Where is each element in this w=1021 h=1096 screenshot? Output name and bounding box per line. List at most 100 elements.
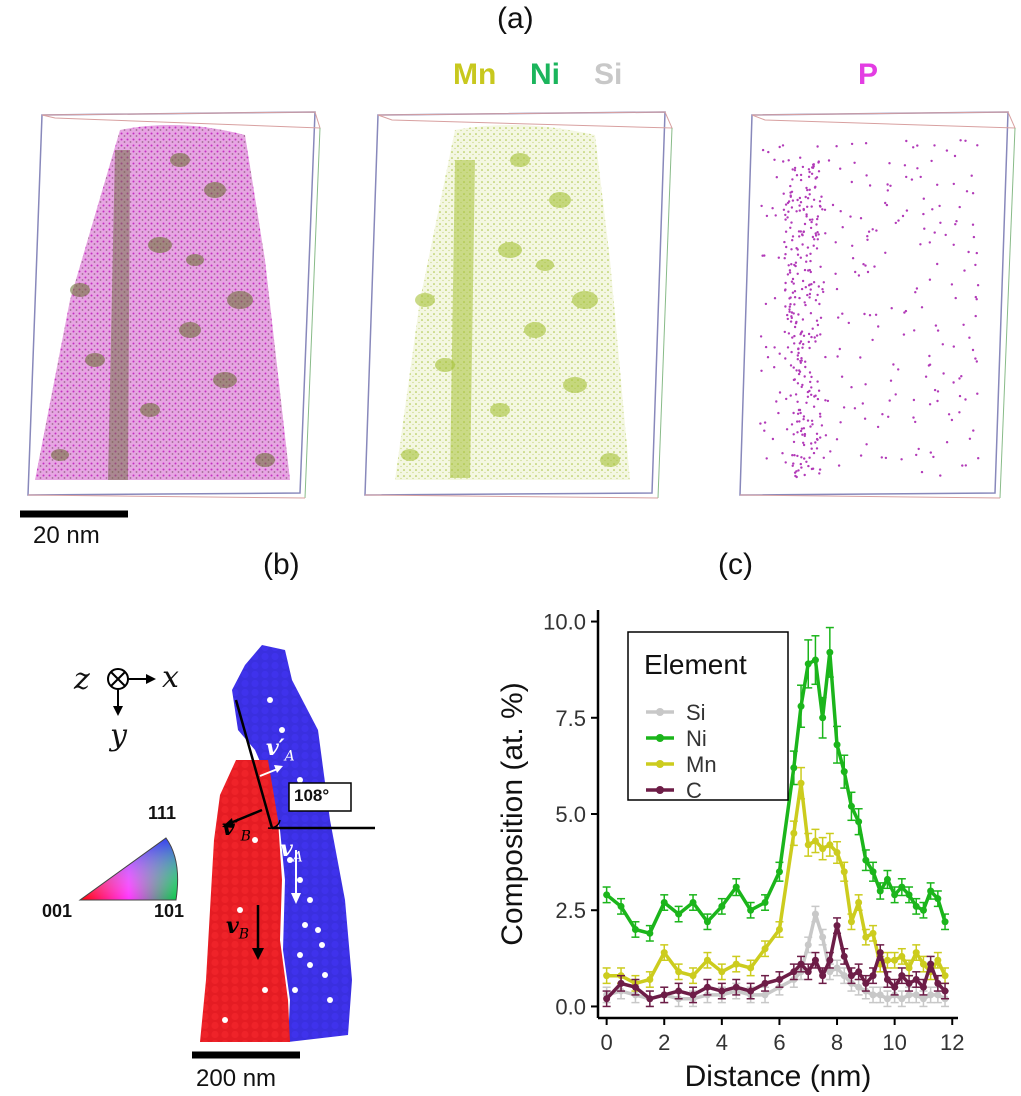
data-point <box>883 995 891 1003</box>
apt-box-p <box>739 111 1016 499</box>
data-point <box>927 960 935 968</box>
data-point <box>819 933 827 941</box>
data-point <box>797 779 805 787</box>
data-point <box>883 976 891 984</box>
vA-sub: A <box>292 849 303 866</box>
data-point <box>919 983 927 991</box>
si-label: Si <box>594 58 623 91</box>
data-point <box>941 987 949 995</box>
data-point <box>732 883 740 891</box>
data-point <box>876 887 884 895</box>
data-point <box>941 972 949 980</box>
panel-b-label: (b) <box>263 548 300 581</box>
data-point <box>847 918 855 926</box>
data-point <box>804 841 812 849</box>
data-point <box>790 968 798 976</box>
data-point <box>747 906 755 914</box>
data-point <box>912 949 920 957</box>
data-point <box>891 956 899 964</box>
data-point <box>646 976 654 984</box>
data-point <box>703 983 711 991</box>
data-point <box>905 964 913 972</box>
data-point <box>912 991 920 999</box>
data-point <box>790 829 798 837</box>
scale-bar-a-label: 20 nm <box>33 522 100 549</box>
data-point <box>934 895 942 903</box>
mn-label: Mn <box>453 58 497 91</box>
x-tick-label: 0 <box>601 1030 613 1055</box>
data-point <box>862 933 870 941</box>
data-point <box>703 918 711 926</box>
data-point <box>927 991 935 999</box>
data-point <box>747 987 755 995</box>
data-point <box>862 979 870 987</box>
data-point <box>898 883 906 891</box>
data-point <box>811 956 819 964</box>
data-point <box>617 979 625 987</box>
data-point <box>675 910 683 918</box>
data-point <box>689 972 697 980</box>
y-tick-label: 5.0 <box>555 802 586 827</box>
data-point <box>855 899 863 907</box>
vB-prime-symbol: v′ <box>222 815 241 841</box>
data-point <box>898 952 906 960</box>
legend-marker <box>656 734 664 742</box>
vector-vA: vA <box>280 836 303 865</box>
x-axis-title: Distance (nm) <box>685 1060 872 1093</box>
data-point <box>761 979 769 987</box>
vB-symbol: v <box>226 913 239 939</box>
data-point <box>862 856 870 864</box>
vB-prime-sub: B <box>240 828 251 845</box>
data-point <box>840 768 848 776</box>
ni-label: Ni <box>530 58 560 91</box>
data-point <box>833 964 841 972</box>
data-point <box>631 925 639 933</box>
angle-box <box>288 782 352 812</box>
data-point <box>912 976 920 984</box>
data-point <box>790 764 798 772</box>
data-point <box>905 991 913 999</box>
apt-reconstructions <box>20 111 1016 518</box>
angle-label: 108° <box>294 786 330 805</box>
scale-bar-b-label: 200 nm <box>196 1065 277 1092</box>
data-point <box>927 887 935 895</box>
data-point <box>761 899 769 907</box>
data-point <box>883 956 891 964</box>
vA-prime-symbol: v′ <box>266 735 285 761</box>
x-tick-label: 4 <box>716 1030 728 1055</box>
legend-title: Element <box>644 649 747 680</box>
data-point <box>804 941 812 949</box>
data-point <box>603 972 611 980</box>
data-point <box>603 891 611 899</box>
series-ni <box>602 626 950 942</box>
data-point <box>761 945 769 953</box>
legend-box <box>627 631 789 801</box>
panel-a-label: (a) <box>497 2 534 35</box>
data-point <box>840 868 848 876</box>
y-tick-label: 0.0 <box>555 994 586 1019</box>
data-point <box>732 960 740 968</box>
ipf-001: 001 <box>42 901 73 921</box>
data-point <box>761 991 769 999</box>
x-tick-label: 12 <box>940 1030 964 1055</box>
axis-z: z <box>74 662 90 697</box>
data-point <box>819 845 827 853</box>
data-point <box>660 991 668 999</box>
data-point <box>898 972 906 980</box>
data-point <box>876 991 884 999</box>
data-point <box>811 837 819 845</box>
data-point <box>919 906 927 914</box>
ebsd-panel <box>78 645 375 1059</box>
data-point <box>826 841 834 849</box>
series-c <box>602 917 950 1008</box>
data-point <box>855 983 863 991</box>
data-point <box>891 891 899 899</box>
p-label: P <box>858 58 879 91</box>
y-tick-label: 10.0 <box>543 610 586 635</box>
data-point <box>898 995 906 1003</box>
ipf-color-key <box>78 837 179 901</box>
data-point <box>617 902 625 910</box>
data-point <box>826 648 834 656</box>
data-point <box>804 660 812 668</box>
